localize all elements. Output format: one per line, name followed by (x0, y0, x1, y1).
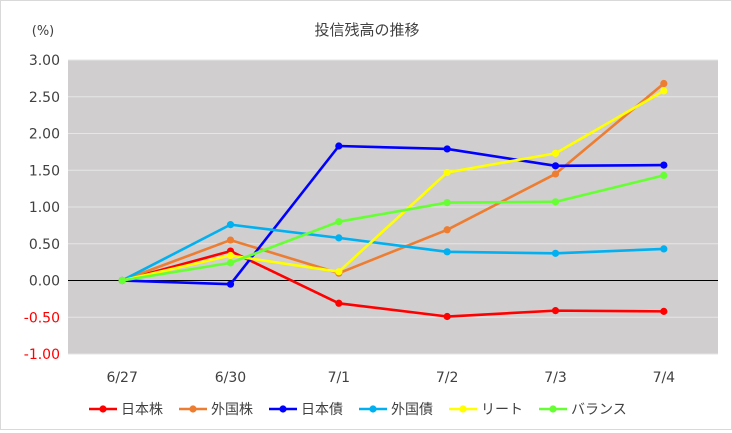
data-point (443, 198, 451, 207)
series-6 (118, 171, 668, 285)
series-5 (118, 87, 668, 285)
legend-item: 日本債 (269, 402, 343, 418)
data-point (118, 276, 126, 285)
legend-label: 外国債 (391, 402, 433, 418)
series-line (120, 144, 666, 286)
data-point (551, 249, 560, 257)
data-point (551, 149, 560, 157)
data-point (226, 280, 235, 288)
legend-swatch-marker (369, 405, 377, 413)
legend-label: バランス (571, 402, 627, 418)
data-point (443, 168, 451, 177)
data-point (660, 307, 668, 315)
legend-label: 外国株 (211, 402, 253, 418)
y-axis-unit-label: (%) (32, 24, 55, 39)
data-point (551, 307, 560, 315)
x-tick-label: 7/3 (544, 370, 567, 386)
y-tick-label: -1.00 (24, 347, 60, 363)
series-line (120, 82, 666, 282)
chart-title: 投信残高の推移 (314, 21, 419, 39)
y-tick-label: -0.50 (24, 310, 60, 326)
data-point (660, 79, 668, 88)
data-point (660, 171, 668, 179)
data-point (226, 236, 235, 244)
data-point (443, 248, 451, 256)
legend: 日本株 外国株 日本債 外国債 リート バランス (89, 402, 627, 418)
x-tick-label: 6/27 (106, 370, 137, 386)
series-line (120, 89, 666, 282)
data-point (226, 221, 235, 229)
legend-item: バランス (539, 402, 627, 418)
data-point (660, 245, 668, 253)
y-tick-label: 0.50 (29, 237, 60, 253)
legend-item: 外国株 (179, 402, 253, 418)
y-tick-label: 3.00 (29, 53, 60, 69)
x-tick-label: 7/2 (436, 370, 459, 386)
x-tick-label: 7/1 (328, 370, 351, 386)
series-line (120, 174, 666, 282)
legend-label: 日本債 (301, 402, 343, 418)
data-point (443, 312, 451, 321)
plot-area: 3.00 2.50 2.00 1.50 1.00 0.50 0.00 -0.50 -1.00 6/… (24, 53, 718, 386)
y-tick-label: 1.50 (29, 163, 60, 179)
x-tick-label: 7/4 (653, 370, 676, 386)
y-tick-label: 1.00 (29, 200, 60, 216)
legend-swatch-marker (279, 405, 287, 413)
data-point (335, 142, 343, 150)
legend-swatch-marker (549, 405, 557, 413)
legend-item: リート (449, 402, 523, 418)
data-point (226, 251, 235, 260)
data-point (660, 87, 668, 95)
data-point (335, 234, 343, 242)
x-tick-label: 6/30 (215, 370, 246, 386)
legend-item: 日本株 (89, 402, 163, 418)
legend-swatch-marker (99, 405, 107, 413)
y-tick-label: 2.50 (29, 90, 60, 106)
data-point (551, 198, 560, 206)
data-point (443, 145, 451, 153)
data-point (551, 170, 560, 178)
series-line (120, 223, 666, 282)
legend-label: 日本株 (121, 402, 163, 418)
legend-item: 外国債 (359, 402, 433, 418)
data-point (335, 268, 343, 276)
legend-swatch-marker (189, 405, 197, 413)
y-tick-label: 0.00 (29, 274, 60, 290)
data-point (660, 161, 668, 169)
data-point (226, 259, 235, 267)
series-line (120, 249, 666, 318)
data-point (335, 218, 343, 226)
legend-label: リート (481, 402, 523, 418)
y-tick-label: 2.00 (29, 127, 60, 143)
data-point (443, 226, 451, 234)
legend-swatch-marker (459, 405, 467, 413)
data-point (335, 299, 343, 307)
data-point (551, 162, 560, 170)
